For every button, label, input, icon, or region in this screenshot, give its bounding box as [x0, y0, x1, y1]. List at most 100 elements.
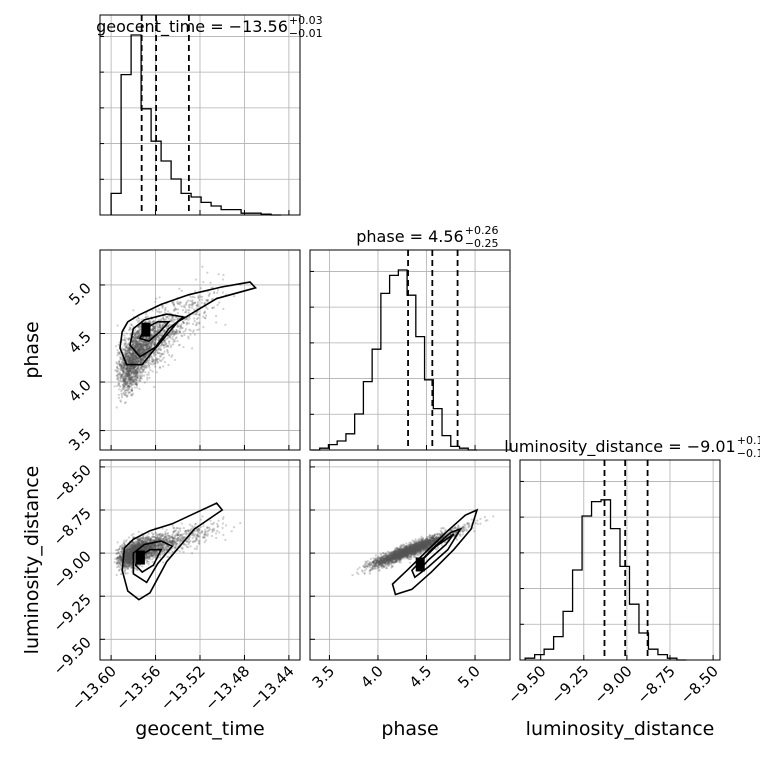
sample-point: [128, 369, 131, 373]
sample-point: [174, 330, 178, 334]
sample-point: [119, 375, 123, 378]
sample-point: [170, 332, 173, 335]
sample-point: [162, 344, 165, 347]
sample-point: [127, 342, 130, 345]
sample-point: [129, 362, 133, 365]
sample-point: [134, 332, 137, 336]
sample-point: [195, 539, 199, 542]
sample-point: [141, 367, 144, 371]
sample-point: [126, 358, 129, 362]
sample-point: [121, 367, 124, 370]
sample-point: [124, 378, 127, 381]
sample-point: [125, 377, 128, 381]
sample-point: [123, 364, 126, 367]
sample-point: [123, 348, 126, 351]
sample-point: [127, 548, 131, 552]
sample-point: [142, 350, 145, 353]
sample-point: [132, 375, 135, 378]
sample-point: [140, 361, 143, 365]
sample-point: [140, 339, 143, 342]
sample-point: [131, 358, 134, 362]
sample-point: [146, 546, 150, 549]
sample-point: [137, 316, 140, 319]
sample-point: [187, 305, 191, 308]
sample-point: [142, 336, 145, 339]
sample-point: [135, 371, 138, 374]
sample-point: [192, 329, 195, 332]
sample-point: [135, 345, 138, 348]
sample-point: [161, 317, 164, 320]
sample-point: [208, 292, 212, 295]
sample-point: [216, 529, 219, 533]
sample-point: [135, 318, 138, 322]
sample-point: [152, 319, 155, 322]
sample-point: [124, 350, 127, 353]
sample-point: [142, 348, 145, 352]
sample-point: [140, 536, 143, 540]
sample-point: [146, 347, 149, 350]
sample-point: [158, 533, 161, 536]
sample-point: [120, 556, 123, 559]
sample-point: [129, 369, 132, 372]
sample-point: [130, 367, 133, 370]
sample-point: [141, 346, 144, 349]
sample-point: [142, 370, 145, 373]
sample-point: [125, 552, 128, 555]
sample-point: [130, 365, 134, 368]
sample-point: [166, 351, 169, 354]
sample-point: [124, 549, 128, 552]
sample-point: [132, 367, 135, 370]
sample-point: [135, 344, 139, 347]
sample-point: [129, 376, 132, 379]
sample-point: [154, 365, 157, 368]
sample-point: [195, 317, 199, 321]
sample-point: [137, 337, 140, 340]
sample-point: [171, 536, 174, 539]
sample-point: [138, 326, 141, 329]
sample-point: [180, 323, 183, 326]
sample-point: [126, 357, 129, 361]
sample-point: [151, 560, 154, 563]
sample-point: [129, 559, 132, 562]
histogram-geocent_time: [110, 34, 282, 216]
sample-point: [141, 348, 145, 351]
sample-point: [221, 526, 224, 530]
sample-point: [193, 319, 196, 323]
sample-point: [123, 366, 127, 369]
sample-point: [145, 373, 149, 376]
sample-point: [151, 334, 154, 337]
sample-point: [172, 302, 175, 306]
sample-point: [139, 347, 142, 351]
sample-point: [161, 358, 164, 361]
sample-point: [125, 374, 128, 377]
sample-point: [134, 341, 137, 344]
sample-point: [124, 549, 127, 552]
sample-point: [121, 551, 124, 555]
sample-point: [130, 549, 133, 552]
sample-point: [116, 541, 119, 544]
sample-point: [158, 322, 161, 325]
sample-point: [131, 359, 134, 362]
sample-point: [135, 545, 139, 548]
sample-point: [152, 353, 155, 356]
sample-point: [161, 546, 164, 550]
sample-point: [140, 345, 143, 349]
sample-point: [123, 391, 126, 394]
sample-point: [132, 338, 135, 341]
sample-point: [172, 300, 175, 304]
sample-point: [127, 351, 130, 354]
sample-point: [140, 540, 143, 543]
sample-point: [130, 343, 134, 346]
sample-point: [142, 357, 145, 360]
sample-point: [131, 355, 134, 358]
sample-point: [171, 335, 174, 338]
sample-point: [129, 380, 132, 383]
sample-point: [153, 553, 156, 556]
sample-point: [139, 346, 142, 349]
sample-point: [136, 345, 139, 348]
sample-point: [130, 389, 133, 392]
sample-point: [119, 556, 122, 559]
sample-point: [144, 354, 148, 357]
sample-point: [128, 348, 131, 352]
sample-point: [156, 339, 160, 342]
